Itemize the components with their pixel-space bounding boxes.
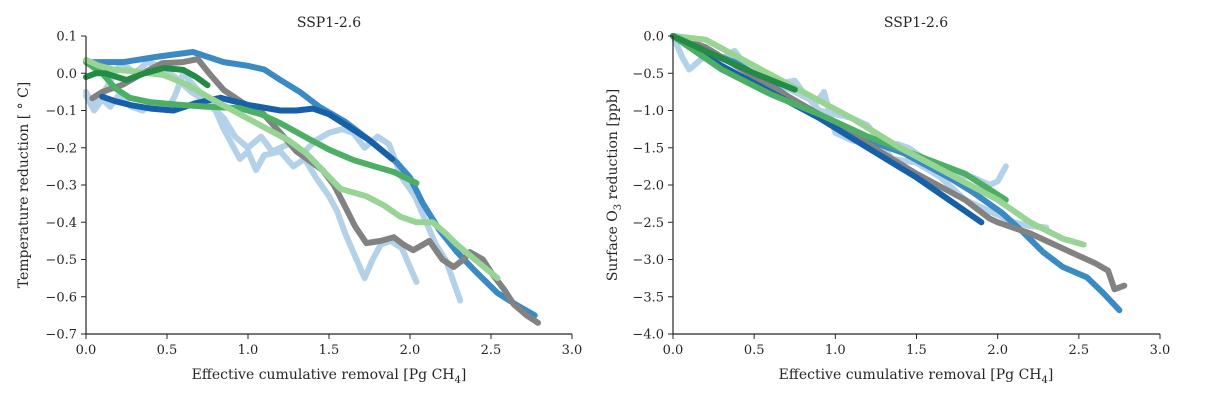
x-tick-label: 1.5 <box>319 343 340 358</box>
x-axis-label: Effective cumulative removal [Pg CH4] <box>192 367 467 386</box>
y-tick-label: −2.0 <box>632 179 664 194</box>
series-line-4 <box>670 33 985 226</box>
x-tick-label: 1.0 <box>825 343 846 358</box>
y-tick-label: −3.5 <box>632 290 664 305</box>
x-axis-label: Effective cumulative removal [Pg CH4] <box>779 367 1054 386</box>
panel-title: SSP1-2.6 <box>884 15 948 31</box>
panel-ozone: SSP1-2.6 0.0 0.5 1.0 1.5 2.0 2.5 3.0 0.0 −0.5 −1… <box>605 15 1170 386</box>
y-tick-label: −0.1 <box>45 104 77 119</box>
series-line-7 <box>83 65 211 89</box>
series-line-7 <box>670 33 798 93</box>
y-tick-label: 0.0 <box>56 67 77 82</box>
series-line-4 <box>99 93 396 162</box>
plot-area <box>670 33 1128 314</box>
axis-spines <box>85 36 572 335</box>
panel-temperature: SSP1-2.6 0.0 0.5 1.0 1.5 2.0 2.5 3.0 0.10.0−0.… <box>16 15 582 386</box>
y-ticks: 0.0 −0.5 −1.0 −1.5 −2.0 −2.5 −3.0 −3.5 −4.0 <box>632 30 673 343</box>
panel-title: SSP1-2.6 <box>297 15 361 31</box>
x-tick-label: 2.5 <box>481 343 502 358</box>
x-tick-label: 3.0 <box>1150 343 1171 358</box>
x-tick-label: 0.0 <box>663 343 684 358</box>
x-tick-label: 0.5 <box>744 343 765 358</box>
y-tick-label: −0.5 <box>632 67 664 82</box>
x-tick-label: 2.0 <box>987 343 1008 358</box>
x-tick-label: 2.5 <box>1068 343 1089 358</box>
y-tick-label: 0.0 <box>643 30 664 45</box>
y-tick-label: −2.5 <box>632 216 664 231</box>
y-tick-label: −0.6 <box>45 290 77 305</box>
y-tick-label: −3.0 <box>632 253 664 268</box>
y-tick-label: −0.2 <box>45 141 77 156</box>
y-axis-label: Surface O3 reduction [ppb] <box>605 89 624 281</box>
x-tick-label: 2.0 <box>400 343 421 358</box>
x-tick-label: 3.0 <box>562 343 583 358</box>
y-tick-label: −1.5 <box>632 141 664 156</box>
series-line-3 <box>670 33 1128 293</box>
y-tick-label: −1.0 <box>632 104 664 119</box>
series-line-5 <box>83 59 420 187</box>
y-tick-label: 0.1 <box>56 30 77 45</box>
series-line-5 <box>670 33 1009 203</box>
y-tick-label: −4.0 <box>632 328 664 343</box>
y-ticks: 0.1 0.0 −0.1 −0.2 −0.3 −0.4 −0.5 −0.6 −0.7 <box>45 30 86 343</box>
plot-area <box>83 49 541 326</box>
y-axis-label: Temperature reduction [ ° C] <box>16 82 32 289</box>
x-ticks: 0.0 0.5 1.0 1.5 2.0 2.5 3.0 <box>76 334 583 358</box>
y-tick-label: −0.7 <box>45 328 77 343</box>
series-line-6 <box>670 33 1087 248</box>
x-tick-label: 1.5 <box>906 343 927 358</box>
y-tick-label: −0.4 <box>45 216 77 231</box>
y-tick-label: −0.3 <box>45 179 77 194</box>
y-tick-label: −0.5 <box>45 253 77 268</box>
x-tick-label: 0.5 <box>157 343 178 358</box>
x-tick-label: 1.0 <box>238 343 259 358</box>
series-line-6 <box>83 56 501 282</box>
series-line-3 <box>89 56 541 326</box>
x-ticks: 0.0 0.5 1.0 1.5 2.0 2.5 3.0 <box>663 334 1171 358</box>
series-line-2 <box>89 49 538 319</box>
x-tick-label: 0.0 <box>76 343 97 358</box>
